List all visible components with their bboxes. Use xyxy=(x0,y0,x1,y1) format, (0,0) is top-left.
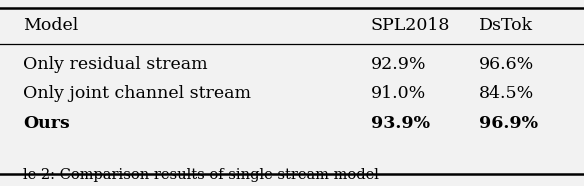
Text: 96.6%: 96.6% xyxy=(479,56,534,73)
Text: DsTok: DsTok xyxy=(479,17,533,34)
Text: 96.9%: 96.9% xyxy=(479,115,538,132)
Text: 84.5%: 84.5% xyxy=(479,85,534,102)
Text: Ours: Ours xyxy=(23,115,70,132)
Text: 92.9%: 92.9% xyxy=(371,56,426,73)
Text: Only residual stream: Only residual stream xyxy=(23,56,208,73)
Text: Only joint channel stream: Only joint channel stream xyxy=(23,85,251,102)
Text: Model: Model xyxy=(23,17,79,34)
Text: 91.0%: 91.0% xyxy=(371,85,426,102)
Text: 93.9%: 93.9% xyxy=(371,115,430,132)
Text: SPL2018: SPL2018 xyxy=(371,17,450,34)
Text: le 2: Comparison results of single stream model: le 2: Comparison results of single strea… xyxy=(23,168,379,182)
